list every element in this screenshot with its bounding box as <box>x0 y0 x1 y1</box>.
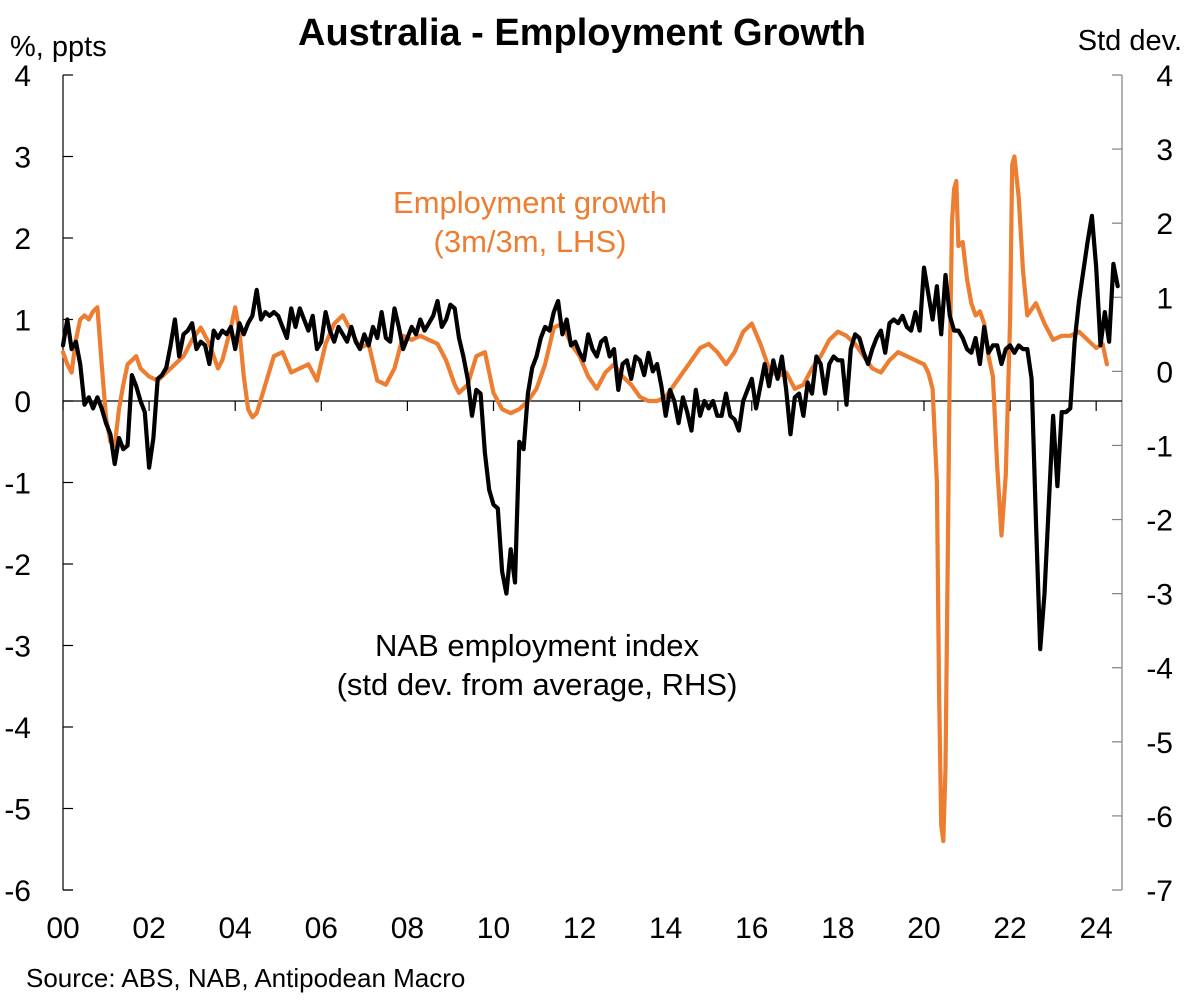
employment-growth-line <box>60 154 1109 844</box>
source-note: Source: ABS, NAB, Antipodean Macro <box>26 963 465 993</box>
right-axis-tick-label: -5 <box>1146 727 1173 760</box>
right-axis-unit-label: Std dev. <box>1078 25 1182 57</box>
left-axis-tick-label: -3 <box>4 631 31 664</box>
x-axis-tick-label: 00 <box>46 912 79 945</box>
right-axis-tick-label: 3 <box>1156 134 1173 167</box>
x-axis-tick-label: 08 <box>391 912 424 945</box>
left-axis-tick-label: -4 <box>4 712 31 745</box>
nab-index-label: NAB employment index <box>375 628 699 663</box>
x-axis-tick-label: 10 <box>477 912 510 945</box>
series-layer <box>60 154 1120 844</box>
right-axis-tick-label: 1 <box>1156 282 1173 315</box>
left-axis-tick-label: -2 <box>4 549 31 582</box>
right-axis-tick-label: -2 <box>1146 505 1173 538</box>
x-axis-tick-label: 12 <box>563 912 596 945</box>
left-axis-tick-label: 3 <box>14 142 31 175</box>
x-axis-tick-label: 18 <box>821 912 854 945</box>
left-axis-tick-label: 4 <box>14 60 31 93</box>
right-axis-tick-label: 2 <box>1156 208 1173 241</box>
right-axis-tick-label: 4 <box>1156 60 1173 93</box>
left-axis-tick-label: 0 <box>14 386 31 419</box>
left-axis-unit-label: %, ppts <box>10 31 107 63</box>
x-axis-tick-label: 06 <box>305 912 338 945</box>
left-axis-tick-label: -1 <box>4 468 31 501</box>
x-axis-tick-label: 24 <box>1079 912 1112 945</box>
x-axis-tick-label: 04 <box>219 912 252 945</box>
employment-growth-label-sub: (3m/3m, LHS) <box>434 224 627 259</box>
employment-growth-label: Employment growth <box>393 185 667 220</box>
right-axis-tick-label: -6 <box>1146 801 1173 834</box>
left-axis-tick-label: -6 <box>4 875 31 908</box>
left-axis-tick-label: 2 <box>14 223 31 256</box>
left-axis-tick-label: 1 <box>14 305 31 338</box>
nab-index-label-sub: (std dev. from average, RHS) <box>337 667 738 702</box>
right-axis-tick-label: -4 <box>1146 653 1173 686</box>
chart-title: Australia - Employment Growth <box>298 12 866 54</box>
right-axis-tick-label: -3 <box>1146 579 1173 612</box>
right-axis-tick-label: -1 <box>1146 430 1173 463</box>
left-axis-tick-label: -5 <box>4 794 31 827</box>
x-axis-tick-label: 20 <box>907 912 940 945</box>
x-axis-tick-label: 16 <box>735 912 768 945</box>
x-axis-tick-label: 02 <box>132 912 165 945</box>
right-axis-tick-label: 0 <box>1156 356 1173 389</box>
nab-employment-index-line <box>60 213 1120 652</box>
right-axis-tick-label: -7 <box>1146 875 1173 908</box>
x-axis-tick-label: 22 <box>993 912 1026 945</box>
x-axis-tick-label: 14 <box>649 912 682 945</box>
